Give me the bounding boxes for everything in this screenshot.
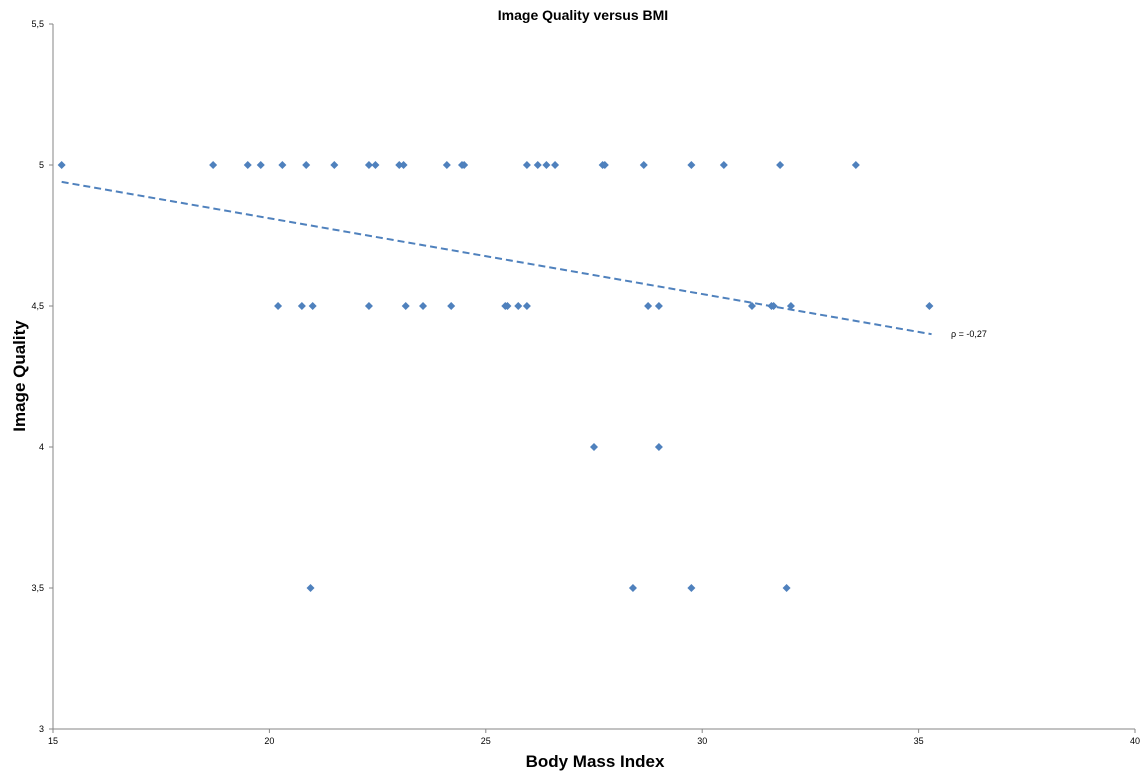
x-tick-label: 15: [48, 736, 58, 746]
x-axis-title: Body Mass Index: [526, 752, 665, 771]
data-point: [256, 161, 265, 169]
data-point: [687, 161, 696, 169]
data-point: [395, 161, 404, 169]
data-point: [243, 161, 252, 169]
y-tick-label: 3,5: [31, 583, 44, 593]
data-point: [308, 302, 317, 310]
y-tick-label: 4: [39, 442, 44, 452]
data-point: [600, 161, 609, 169]
x-tick-label: 25: [481, 736, 491, 746]
chart-title: Image Quality versus BMI: [498, 7, 668, 23]
data-point: [542, 161, 551, 169]
data-point: [364, 302, 373, 310]
y-tick-label: 4,5: [31, 301, 44, 311]
data-point: [371, 161, 380, 169]
data-point: [522, 302, 531, 310]
data-point: [786, 302, 795, 310]
data-point: [209, 161, 218, 169]
data-point: [306, 584, 315, 592]
data-point: [460, 161, 469, 169]
data-point: [925, 302, 934, 310]
data-point: [401, 302, 410, 310]
data-point: [419, 302, 428, 310]
data-point: [628, 584, 637, 592]
data-point: [302, 161, 311, 169]
y-tick-label: 3: [39, 724, 44, 734]
annotations: ρ = -0,27: [951, 329, 987, 339]
data-point: [503, 302, 512, 310]
data-point: [644, 302, 653, 310]
data-point: [57, 161, 66, 169]
x-tick-label: 40: [1130, 736, 1140, 746]
y-tick-label: 5: [39, 160, 44, 170]
data-point: [851, 161, 860, 169]
trendline: [61, 180, 932, 336]
data-point: [274, 302, 283, 310]
data-point: [297, 302, 306, 310]
x-tick-label: 20: [264, 736, 274, 746]
data-point: [399, 161, 408, 169]
data-point: [442, 161, 451, 169]
data-point: [522, 161, 531, 169]
y-tick-label: 5,5: [31, 19, 44, 29]
data-point: [654, 302, 663, 310]
data-point: [590, 443, 598, 451]
data-point: [654, 443, 663, 451]
correlation-label: ρ = -0,27: [951, 329, 987, 339]
data-point: [533, 161, 542, 169]
data-point: [747, 302, 756, 310]
x-tick-label: 30: [697, 736, 707, 746]
data-point: [514, 302, 523, 310]
data-point: [687, 584, 696, 592]
data-point: [769, 302, 778, 310]
data-point: [447, 302, 456, 310]
y-axis-title: Image Quality: [10, 320, 29, 432]
data-point: [278, 161, 287, 169]
y-axis-ticks: 3 3,5 4 4,5 5 5,5: [31, 19, 53, 734]
data-point: [719, 161, 728, 169]
data-point: [782, 584, 791, 592]
data-point: [330, 161, 339, 169]
data-point: [639, 161, 648, 169]
data-point: [364, 161, 373, 169]
data-point: [551, 161, 560, 169]
x-tick-label: 35: [914, 736, 924, 746]
x-axis-ticks: 15 20 25 30 35 40: [48, 729, 1140, 746]
data-points: [57, 161, 934, 592]
data-point: [776, 161, 785, 169]
